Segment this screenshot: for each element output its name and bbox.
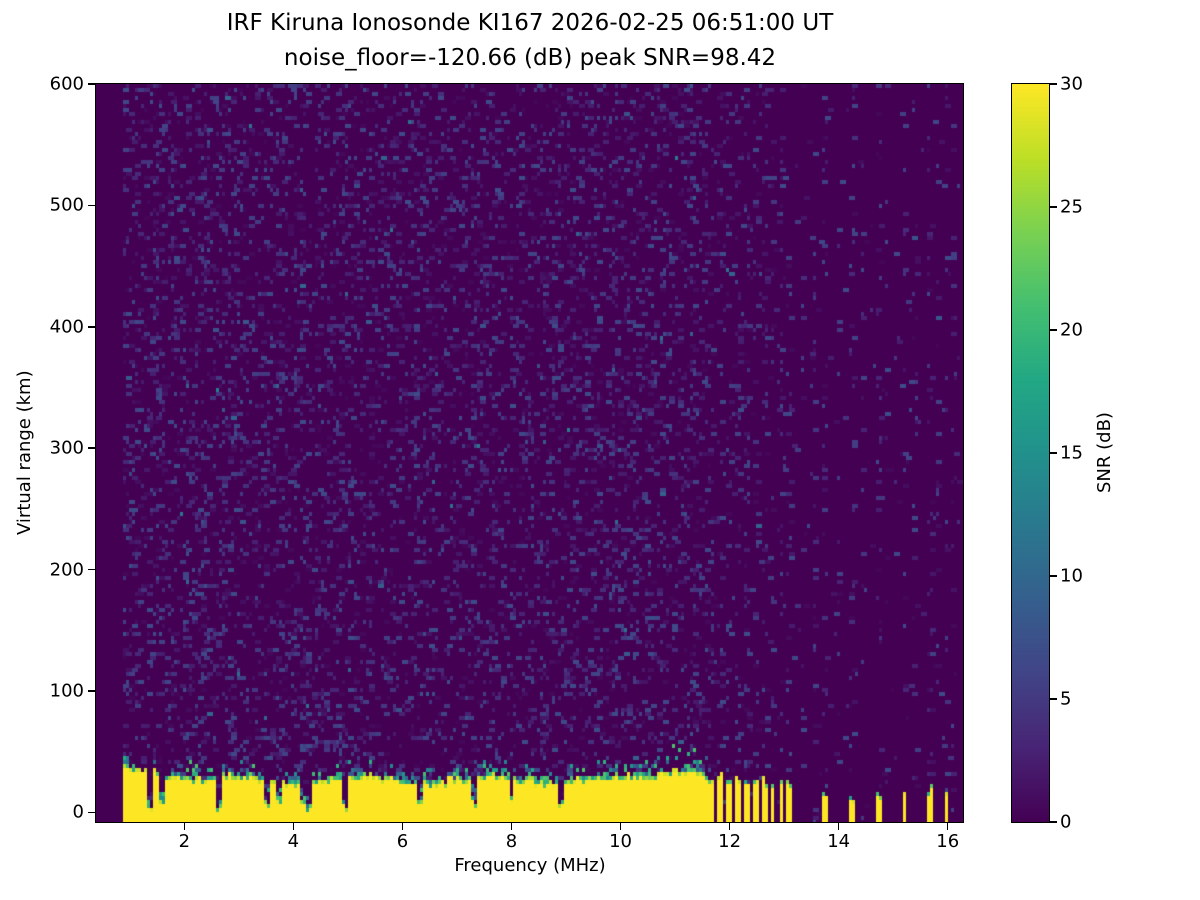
colorbar-tick-label: 30: [1060, 73, 1083, 95]
colorbar-tick-label: 25: [1060, 196, 1083, 218]
y-tick-mark: [88, 811, 95, 814]
x-tick-mark: [510, 823, 513, 830]
x-tick-label: 2: [178, 831, 191, 852]
colorbar-tick-mark: [1050, 698, 1057, 700]
colorbar-tick-label: 15: [1060, 442, 1083, 464]
colorbar-tick-mark: [1050, 575, 1057, 577]
x-tick-label: 4: [287, 831, 300, 852]
x-tick-mark: [946, 823, 949, 830]
x-tick-mark: [728, 823, 731, 830]
plot-area: [95, 83, 964, 823]
y-tick-mark: [88, 204, 95, 207]
x-tick-label: 14: [827, 831, 851, 852]
x-tick-mark: [619, 823, 622, 830]
y-tick-label: 0: [72, 801, 84, 823]
x-tick-mark: [837, 823, 840, 830]
colorbar-tick-label: 20: [1060, 319, 1083, 341]
y-tick-label: 400: [49, 316, 84, 338]
y-tick-mark: [88, 83, 95, 85]
colorbar-tick-label: 10: [1060, 565, 1083, 587]
y-tick-label: 600: [49, 73, 84, 95]
y-tick-mark: [88, 690, 95, 692]
x-axis-label: Frequency (MHz): [454, 855, 606, 876]
colorbar-tick-mark: [1050, 83, 1057, 85]
x-tick-mark: [401, 823, 404, 830]
x-tick-label: 10: [609, 831, 632, 852]
colorbar-tick-mark: [1050, 452, 1057, 454]
y-tick-mark: [88, 447, 95, 449]
x-tick-label: 12: [718, 831, 742, 852]
chart-title: IRF Kiruna Ionosonde KI167 2026-02-25 06…: [226, 10, 834, 36]
colorbar-tick-mark: [1050, 329, 1057, 331]
x-tick-label: 8: [505, 831, 518, 852]
colorbar-gradient: [1012, 84, 1049, 822]
heatmap-canvas: [96, 84, 963, 822]
y-tick-label: 100: [49, 680, 84, 702]
y-tick-mark: [88, 326, 95, 328]
colorbar-tick-mark: [1050, 821, 1057, 823]
colorbar: [1011, 83, 1050, 823]
chart-subtitle: noise_floor=-120.66 (dB) peak SNR=98.42: [283, 45, 777, 71]
y-tick-label: 200: [49, 559, 84, 581]
y-tick-label: 500: [49, 194, 84, 216]
x-tick-label: 16: [936, 831, 960, 852]
colorbar-tick-label: 0: [1060, 811, 1072, 833]
x-tick-label: 6: [396, 831, 409, 852]
colorbar-label: SNR (dB): [1094, 412, 1115, 494]
x-tick-mark: [292, 823, 295, 830]
colorbar-tick-mark: [1050, 206, 1057, 208]
y-tick-label: 300: [49, 437, 84, 459]
y-tick-mark: [88, 568, 95, 571]
x-tick-mark: [183, 823, 186, 830]
colorbar-tick-label: 5: [1060, 688, 1072, 710]
